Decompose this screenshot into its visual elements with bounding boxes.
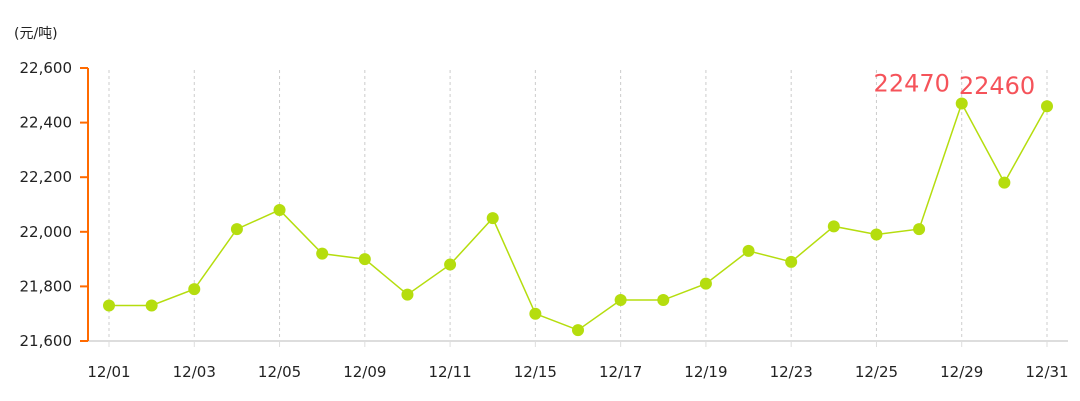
data-point [998, 176, 1011, 189]
y-axis-unit-label: (元/吨) [14, 26, 58, 42]
y-tick-label: 22,400 [20, 114, 73, 132]
series-line [103, 97, 1053, 337]
y-tick-label: 22,200 [20, 168, 73, 186]
data-label: 22470 [874, 69, 950, 97]
data-point [742, 244, 755, 257]
y-tick-labels: 21,600 21,800 22,000 22,200 22,400 22,600 [20, 59, 73, 350]
data-labels: 22470 22460 [874, 69, 1036, 100]
series-line-path [109, 101, 1048, 331]
data-point [316, 247, 329, 260]
data-point [614, 294, 627, 307]
data-point [870, 228, 883, 241]
y-tick-label: 22,600 [20, 59, 73, 77]
y-tick-label: 22,000 [20, 223, 73, 241]
data-point [529, 307, 542, 320]
data-point [785, 255, 798, 268]
data-point [103, 299, 115, 312]
x-tick-label: 12/29 [940, 363, 983, 381]
data-point [145, 299, 158, 312]
x-tick-label: 12/03 [173, 363, 216, 381]
data-point [188, 283, 201, 296]
data-point [1041, 100, 1053, 113]
x-tick-label: 12/25 [855, 363, 898, 381]
data-point [572, 324, 584, 337]
x-tick-label: 12/23 [770, 363, 813, 381]
x-tick-label: 12/19 [684, 363, 727, 381]
x-tick-label: 12/09 [343, 363, 386, 381]
data-point [955, 97, 968, 110]
x-tick-label: 12/17 [599, 363, 642, 381]
data-point [273, 203, 286, 216]
x-tick-label: 12/11 [428, 363, 471, 381]
x-tick-label: 12/15 [514, 363, 557, 381]
grid-lines [108, 70, 1048, 341]
data-point [699, 277, 712, 290]
x-tick-label: 12/31 [1025, 363, 1068, 381]
y-tick-label: 21,800 [20, 277, 73, 295]
axes [80, 67, 1068, 347]
x-tick-label: 12/05 [258, 363, 301, 381]
data-point [401, 288, 414, 301]
y-tick-label: 21,600 [20, 332, 73, 350]
data-point [657, 294, 670, 307]
data-point [358, 253, 371, 266]
data-point [827, 220, 840, 233]
data-point [913, 223, 926, 236]
data-point [444, 258, 457, 271]
data-point [486, 212, 499, 225]
data-label: 22460 [959, 72, 1035, 100]
x-tick-labels: 12/01 12/03 12/05 12/09 12/11 12/15 12/17 12/19… [87, 363, 1068, 381]
x-tick-label: 12/01 [87, 363, 130, 381]
data-point [230, 223, 243, 236]
